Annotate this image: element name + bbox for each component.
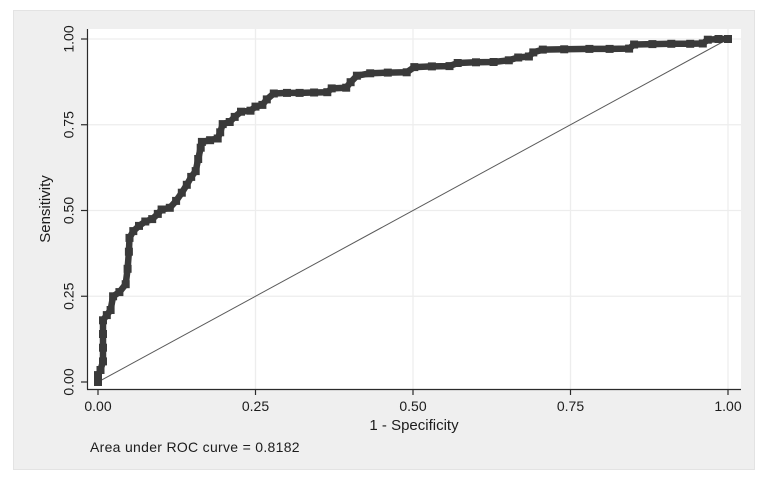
roc-marker-0-8 (106, 306, 115, 314)
roc-marker-0-3 (99, 357, 107, 366)
roc-marker-0-18 (148, 215, 157, 224)
roc-marker-0-17 (141, 217, 150, 226)
roc-marker-0-24 (182, 180, 191, 189)
x-axis-title: 1 - Specificity (369, 417, 459, 434)
roc-marker-0-61 (524, 52, 533, 61)
roc-marker-0-20 (157, 205, 166, 214)
roc-marker-0-5 (99, 330, 107, 338)
roc-marker-0-39 (258, 100, 267, 109)
roc-marker-0-2 (96, 366, 105, 374)
roc-marker-0-0 (94, 378, 102, 386)
auc-annotation: Area under ROC curve = 0.8182 (90, 439, 300, 455)
roc-marker-0-45 (323, 88, 332, 97)
roc-marker-0-60 (514, 53, 523, 62)
roc-marker-0-34 (225, 118, 234, 126)
roc-marker-0-32 (216, 128, 225, 137)
roc-marker-0-64 (560, 45, 569, 54)
roc-marker-0-19 (153, 209, 162, 218)
roc-marker-0-72 (698, 39, 707, 48)
roc-marker-0-40 (262, 95, 271, 104)
roc-marker-0-26 (191, 167, 200, 176)
roc-marker-0-22 (172, 196, 181, 205)
roc-marker-0-33 (218, 120, 227, 129)
roc-marker-0-23 (177, 188, 186, 197)
roc-marker-0-55 (445, 62, 454, 71)
roc-marker-0-27 (194, 155, 203, 163)
roc-marker-0-43 (295, 88, 304, 97)
roc-marker-0-21 (165, 203, 174, 212)
roc-marker-0-66 (605, 44, 614, 53)
roc-marker-0-30 (206, 136, 215, 145)
reference-diagonal-line (97, 38, 729, 383)
roc-chart-canvas: 0.00 0.25 0.50 0.75 1.00 0.00 0.25 0.50 0.75 1.00 (61, 25, 742, 414)
roc-marker-0-54 (427, 62, 436, 71)
y-tick-label-1: 0.25 (61, 282, 77, 309)
roc-marker-0-50 (366, 69, 375, 78)
roc-marker-0-69 (648, 40, 657, 49)
roc-marker-0-67 (625, 44, 634, 53)
x-tick-label-2: 0.50 (399, 398, 426, 414)
roc-marker-0-37 (246, 106, 255, 115)
roc-marker-0-44 (310, 88, 319, 97)
roc-marker-0-57 (472, 58, 480, 67)
roc-marker-0-35 (230, 112, 239, 121)
roc-marker-0-63 (538, 45, 547, 54)
roc-marker-0-41 (269, 89, 278, 98)
y-tick-label-2: 0.50 (61, 197, 77, 224)
roc-marker-0-25 (187, 172, 196, 181)
roc-marker-0-9 (109, 292, 118, 301)
roc-marker-0-68 (630, 40, 639, 49)
roc-marker-0-6 (99, 316, 107, 325)
roc-marker-0-52 (402, 68, 411, 77)
roc-marker-0-75 (724, 35, 732, 43)
roc-marker-0-49 (352, 71, 361, 80)
x-tick-label-0: 0.00 (84, 398, 111, 414)
roc-marker-0-56 (453, 59, 462, 67)
roc-marker-0-47 (342, 83, 351, 92)
roc-marker-0-13 (124, 247, 133, 256)
roc-marker-0-71 (686, 39, 695, 48)
roc-marker-0-7 (102, 311, 111, 320)
roc-marker-0-12 (123, 264, 132, 273)
x-tick-label-3: 0.75 (557, 398, 584, 414)
roc-marker-0-31 (213, 134, 222, 143)
roc-marker-0-15 (129, 227, 138, 236)
roc-marker-0-38 (251, 102, 260, 111)
roc-marker-0-59 (504, 56, 513, 65)
roc-marker-0-36 (237, 107, 245, 116)
y-tick-label-4: 1.00 (61, 25, 77, 52)
x-tick-label-4: 1.00 (714, 398, 741, 414)
roc-marker-0-70 (667, 39, 676, 48)
roc-marker-0-62 (529, 48, 538, 57)
roc-marker-0-74 (714, 35, 723, 43)
roc-marker-0-65 (585, 44, 594, 53)
roc-marker-0-4 (99, 343, 107, 352)
chart-panel: 0.00 0.25 0.50 0.75 1.00 0.00 0.25 0.50 0.75 1.00… (13, 10, 755, 470)
roc-marker-0-28 (196, 143, 205, 152)
y-tick-label-3: 0.75 (61, 111, 77, 138)
roc-marker-0-1 (94, 371, 102, 380)
roc-marker-0-10 (115, 288, 124, 297)
roc-marker-0-42 (283, 88, 291, 97)
y-tick-label-0: 0.00 (61, 368, 77, 395)
roc-marker-0-51 (383, 68, 392, 77)
x-tick-label-1: 0.25 (242, 398, 269, 414)
y-axis-title: Sensitivity (37, 175, 54, 243)
roc-marker-0-58 (489, 58, 498, 66)
roc-marker-0-11 (121, 280, 130, 289)
roc-marker-0-48 (346, 78, 355, 87)
roc-marker-0-53 (410, 63, 419, 72)
roc-marker-0-16 (135, 221, 143, 230)
roc-marker-0-14 (125, 233, 134, 242)
roc-marker-0-46 (327, 84, 336, 93)
roc-marker-0-29 (197, 137, 206, 146)
roc-marker-0-73 (703, 35, 712, 44)
